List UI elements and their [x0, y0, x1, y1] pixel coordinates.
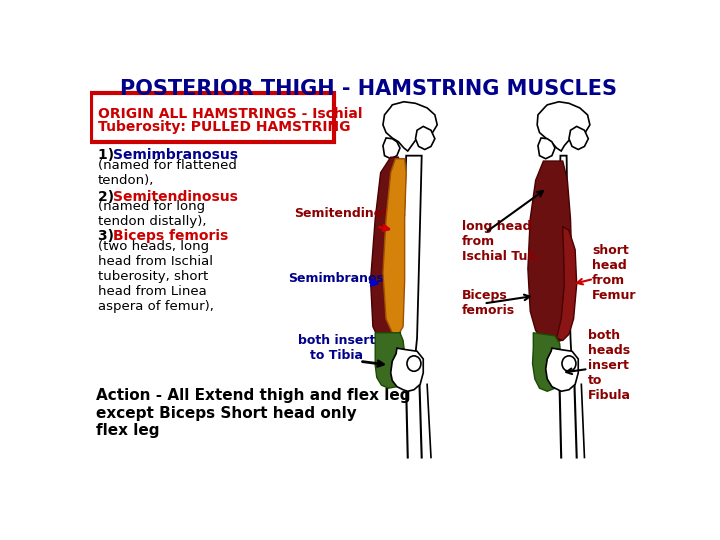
Text: (two heads, long
head from Ischial
tuberosity, short
head from Linea
aspera of f: (two heads, long head from Ischial tuber…	[98, 240, 214, 313]
Polygon shape	[528, 161, 572, 343]
Ellipse shape	[407, 356, 421, 372]
Text: Semimbranosus: Semimbranosus	[289, 272, 400, 285]
Text: short
head
from
Femur: short head from Femur	[593, 244, 636, 302]
Polygon shape	[569, 126, 588, 150]
Text: long head
from
Ischial Tub.: long head from Ischial Tub.	[462, 220, 541, 264]
Polygon shape	[537, 102, 590, 151]
Polygon shape	[383, 138, 400, 159]
Text: 2): 2)	[98, 190, 119, 204]
Text: Tuberosity: PULLED HAMSTRING: Tuberosity: PULLED HAMSTRING	[98, 120, 350, 134]
Text: ORIGIN ALL HAMSTRINGS - Ischial: ORIGIN ALL HAMSTRINGS - Ischial	[98, 107, 362, 121]
Text: both insert
to Tibia: both insert to Tibia	[298, 334, 375, 362]
Polygon shape	[415, 126, 435, 150]
FancyBboxPatch shape	[91, 92, 334, 142]
Polygon shape	[538, 138, 555, 159]
Text: Semitendinosus: Semitendinosus	[294, 207, 407, 220]
Polygon shape	[383, 159, 406, 334]
Polygon shape	[375, 333, 405, 388]
Polygon shape	[391, 348, 423, 392]
Text: both
heads
insert
to
Fibula: both heads insert to Fibula	[588, 329, 631, 402]
Text: POSTERIOR THIGH - HAMSTRING MUSCLES: POSTERIOR THIGH - HAMSTRING MUSCLES	[120, 79, 618, 99]
Text: (named for flattened
tendon),: (named for flattened tendon),	[98, 159, 237, 187]
Polygon shape	[371, 157, 402, 342]
Text: Biceps femoris: Biceps femoris	[113, 229, 228, 243]
Text: Semimbranosus: Semimbranosus	[113, 148, 238, 162]
Text: 1): 1)	[98, 148, 119, 162]
Polygon shape	[383, 102, 437, 151]
Polygon shape	[533, 333, 561, 392]
Polygon shape	[398, 156, 422, 354]
Text: Semitendinosus: Semitendinosus	[113, 190, 238, 204]
Polygon shape	[546, 348, 578, 392]
Polygon shape	[554, 156, 571, 354]
Polygon shape	[557, 226, 577, 340]
Text: (named for long
tendon distally),: (named for long tendon distally),	[98, 200, 206, 228]
Text: 3): 3)	[98, 229, 119, 243]
Text: Action - All Extend thigh and flex leg
except Biceps Short head only
flex leg: Action - All Extend thigh and flex leg e…	[96, 388, 410, 438]
Ellipse shape	[562, 356, 576, 372]
Text: Biceps
femoris: Biceps femoris	[462, 289, 515, 318]
